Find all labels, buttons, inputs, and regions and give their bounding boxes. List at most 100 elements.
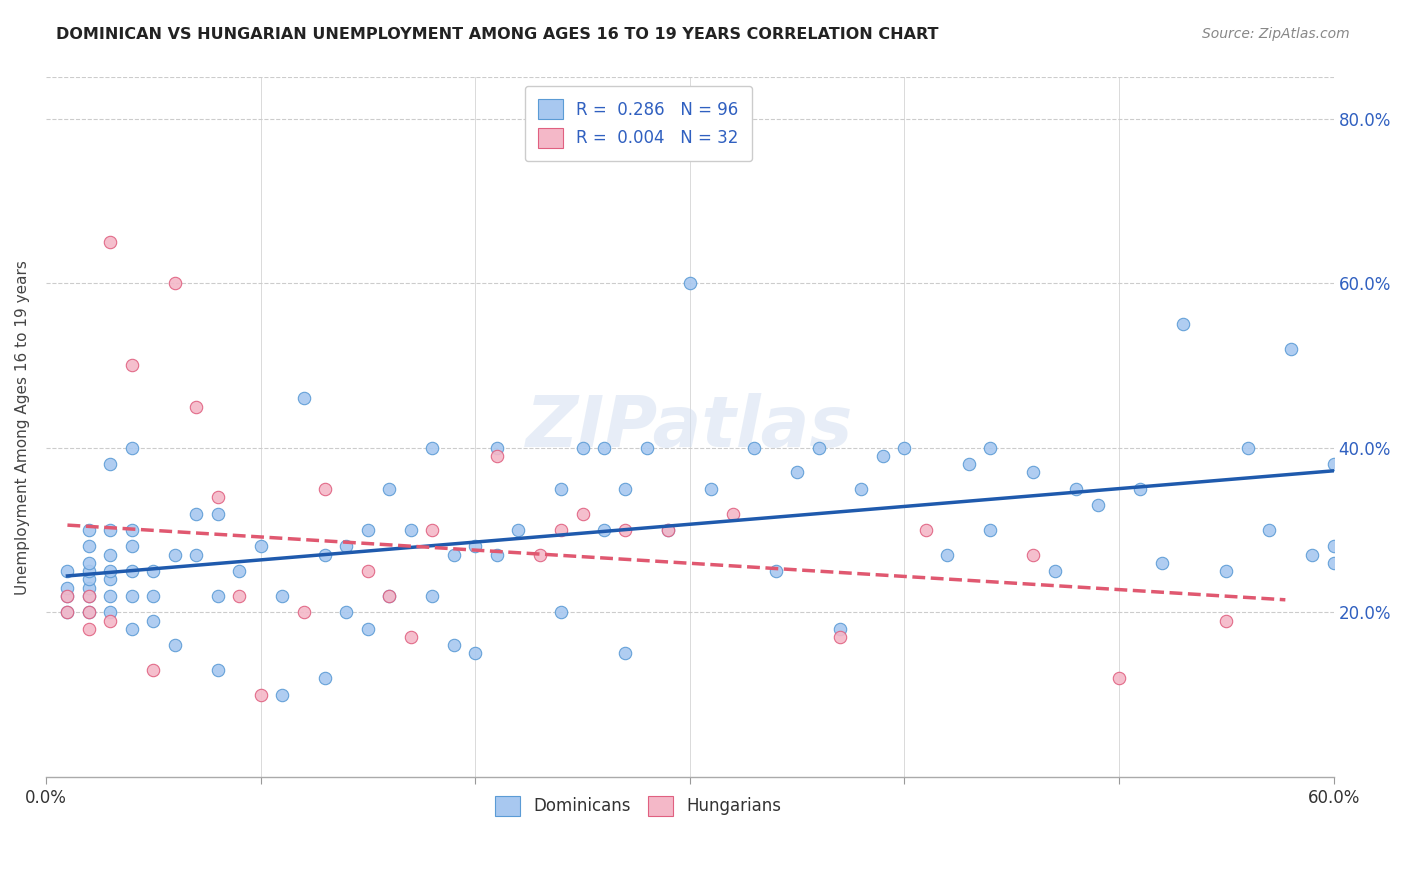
Point — [314, 671, 336, 685]
Point — [893, 441, 915, 455]
Point — [121, 540, 143, 554]
Point — [207, 490, 229, 504]
Point — [314, 482, 336, 496]
Point — [721, 507, 744, 521]
Point — [1064, 482, 1087, 496]
Point — [1323, 556, 1346, 570]
Point — [786, 466, 808, 480]
Point — [420, 441, 443, 455]
Point — [98, 235, 121, 249]
Point — [485, 449, 508, 463]
Point — [614, 647, 637, 661]
Point — [142, 589, 165, 603]
Point — [142, 614, 165, 628]
Point — [508, 523, 530, 537]
Text: DOMINICAN VS HUNGARIAN UNEMPLOYMENT AMONG AGES 16 TO 19 YEARS CORRELATION CHART: DOMINICAN VS HUNGARIAN UNEMPLOYMENT AMON… — [56, 27, 939, 42]
Point — [828, 622, 851, 636]
Point — [1150, 556, 1173, 570]
Point — [1258, 523, 1281, 537]
Point — [121, 441, 143, 455]
Point — [121, 564, 143, 578]
Point — [700, 482, 723, 496]
Point — [464, 647, 486, 661]
Point — [121, 589, 143, 603]
Point — [98, 589, 121, 603]
Point — [742, 441, 765, 455]
Point — [1043, 564, 1066, 578]
Point — [56, 589, 79, 603]
Point — [357, 622, 380, 636]
Text: ZIPatlas: ZIPatlas — [526, 392, 853, 462]
Point — [571, 441, 593, 455]
Point — [56, 581, 79, 595]
Point — [228, 564, 250, 578]
Point — [292, 392, 315, 406]
Point — [357, 564, 380, 578]
Point — [228, 589, 250, 603]
Point — [77, 581, 100, 595]
Point — [249, 540, 271, 554]
Point — [378, 589, 401, 603]
Point — [765, 564, 787, 578]
Point — [98, 523, 121, 537]
Point — [679, 276, 702, 290]
Text: Source: ZipAtlas.com: Source: ZipAtlas.com — [1202, 27, 1350, 41]
Point — [529, 548, 551, 562]
Point — [807, 441, 830, 455]
Point — [550, 523, 572, 537]
Point — [77, 589, 100, 603]
Point — [420, 589, 443, 603]
Point — [77, 556, 100, 570]
Point — [657, 523, 679, 537]
Point — [1087, 499, 1109, 513]
Point — [207, 507, 229, 521]
Legend: Dominicans, Hungarians: Dominicans, Hungarians — [486, 788, 790, 824]
Point — [207, 663, 229, 677]
Point — [1022, 548, 1045, 562]
Point — [271, 589, 294, 603]
Point — [77, 589, 100, 603]
Point — [1108, 671, 1130, 685]
Point — [1129, 482, 1152, 496]
Point — [1323, 457, 1346, 471]
Point — [636, 441, 658, 455]
Point — [1022, 466, 1045, 480]
Point — [77, 540, 100, 554]
Point — [420, 523, 443, 537]
Point — [98, 548, 121, 562]
Point — [1236, 441, 1258, 455]
Point — [77, 605, 100, 619]
Point — [872, 449, 894, 463]
Point — [378, 589, 401, 603]
Point — [314, 548, 336, 562]
Point — [378, 482, 401, 496]
Point — [163, 548, 186, 562]
Point — [56, 589, 79, 603]
Point — [121, 622, 143, 636]
Point — [207, 589, 229, 603]
Point — [142, 663, 165, 677]
Point — [121, 359, 143, 373]
Point — [186, 507, 208, 521]
Point — [593, 523, 616, 537]
Point — [98, 457, 121, 471]
Point — [657, 523, 679, 537]
Point — [77, 605, 100, 619]
Point — [98, 605, 121, 619]
Point — [979, 523, 1001, 537]
Point — [56, 564, 79, 578]
Point — [1279, 342, 1302, 356]
Point — [142, 564, 165, 578]
Point — [121, 523, 143, 537]
Point — [249, 688, 271, 702]
Point — [614, 482, 637, 496]
Point — [828, 630, 851, 644]
Point — [163, 276, 186, 290]
Point — [936, 548, 959, 562]
Point — [271, 688, 294, 702]
Point — [550, 605, 572, 619]
Point — [1173, 318, 1195, 332]
Point — [98, 573, 121, 587]
Point — [851, 482, 873, 496]
Point — [399, 523, 422, 537]
